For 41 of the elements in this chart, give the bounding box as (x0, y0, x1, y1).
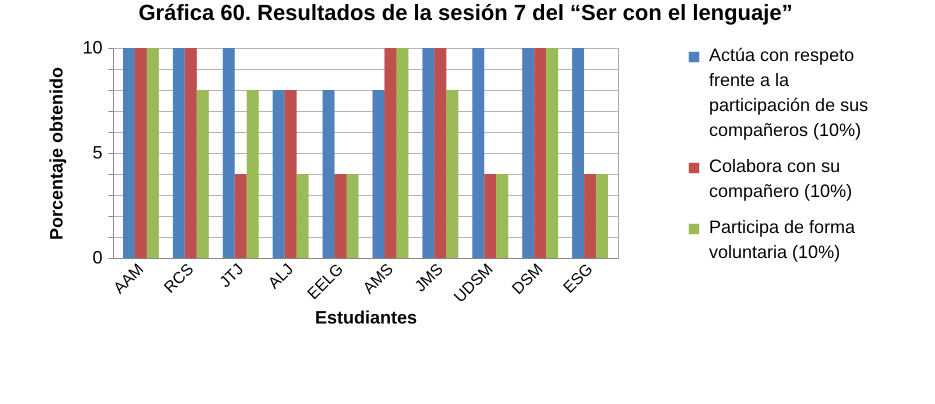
bar (384, 48, 396, 258)
y-tick-label: 0 (92, 248, 102, 268)
bar (196, 90, 209, 258)
bar (396, 48, 408, 258)
bar (472, 48, 484, 258)
y-axis-title: Porcentaje obtenido (46, 66, 66, 240)
bar (122, 48, 135, 258)
bar (284, 90, 297, 258)
bar (334, 174, 347, 258)
bar (446, 90, 458, 258)
bar (546, 48, 558, 258)
bar (184, 48, 197, 258)
bar (484, 174, 496, 258)
chart-title: Gráfica 60. Resultados de la sesión 7 del “Ser con el lenguaje” (138, 0, 793, 25)
bar (172, 48, 185, 258)
bar (222, 48, 235, 258)
bar (296, 174, 309, 258)
bar (346, 174, 359, 258)
bar (522, 48, 534, 258)
bar (572, 48, 584, 258)
y-tick-label: 10 (82, 38, 102, 58)
bar (434, 48, 446, 258)
legend-label: Participa de forma voluntaria (10%) (709, 217, 856, 262)
bar (322, 90, 335, 258)
legend-label: Colabora con su compañero (10%) (709, 156, 852, 201)
bar (246, 90, 259, 258)
bar (422, 48, 434, 258)
bar (596, 174, 608, 258)
bar (534, 48, 546, 258)
y-tick-label: 5 (92, 142, 102, 162)
bar (496, 174, 508, 258)
bar (272, 90, 285, 258)
x-tick-label: ALJ (265, 260, 298, 292)
bar (234, 174, 247, 258)
legend-label: Actúa con respeto frente a la participación de sus compañeros (10%) (709, 45, 868, 140)
bar (134, 48, 147, 258)
x-axis-title: Estudiantes (314, 307, 418, 328)
x-tick-label: JTJ (216, 260, 248, 292)
bar (372, 90, 384, 258)
bar (584, 174, 596, 258)
bar (146, 48, 159, 258)
